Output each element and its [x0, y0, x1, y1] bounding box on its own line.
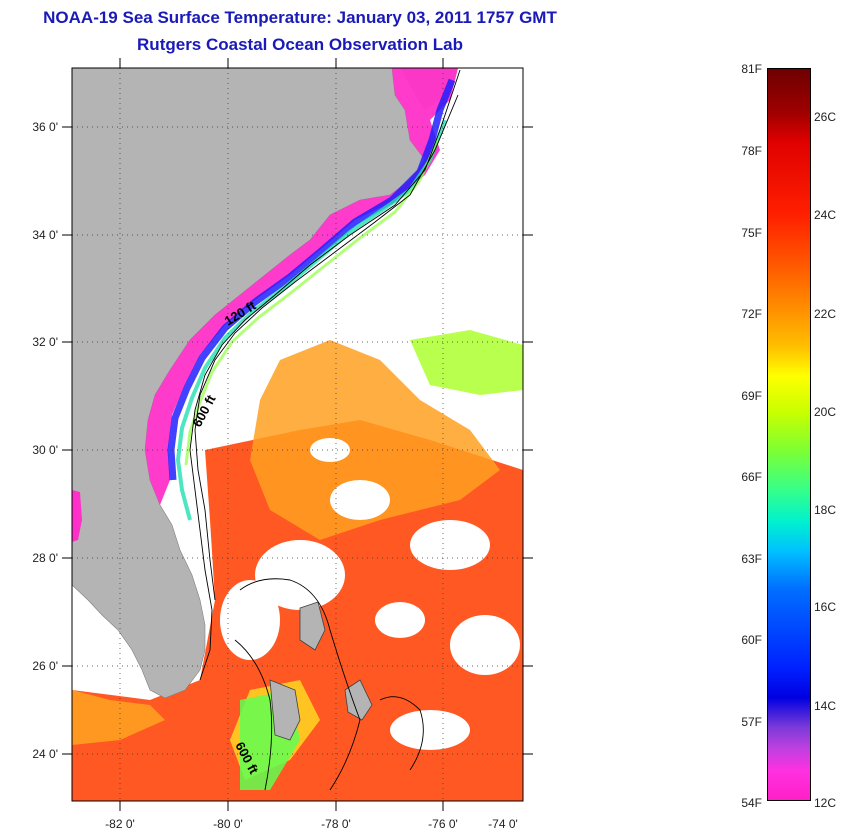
isobath-contours	[189, 69, 461, 791]
colorbar-c-label: 24C	[814, 208, 837, 222]
colorbar-c-label: 26C	[814, 110, 837, 124]
colorbar-c-label: 14C	[814, 699, 837, 713]
lat-label: 32 0'	[32, 335, 58, 349]
colorbar-c-label: 16C	[814, 600, 837, 614]
lon-label: -80 0'	[213, 817, 243, 831]
map-frame	[71, 67, 524, 802]
cold-water-blue-edge	[167, 78, 456, 481]
cuba-coast	[269, 679, 301, 741]
bahamas-bank	[299, 601, 326, 651]
colorbar-f-label: 60F	[741, 633, 762, 647]
yellow-green-water	[410, 330, 523, 395]
temperature-colorbar	[767, 68, 811, 801]
lat-label: 30 0'	[32, 443, 58, 457]
colorbar-c-label: 20C	[814, 405, 837, 419]
graticule	[72, 68, 523, 801]
bahamas-bank-2	[344, 679, 373, 721]
lat-label: 36 0'	[32, 120, 58, 134]
cold-shelf-water	[145, 68, 458, 505]
lon-label: -76 0'	[428, 817, 458, 831]
colorbar-f-label: 69F	[741, 389, 762, 403]
colorbar-f-label: 75F	[741, 226, 762, 240]
shelf-cyan-edge	[175, 119, 447, 521]
florida-bay-warm-water	[72, 690, 165, 745]
colorbar-f-label: 66F	[741, 470, 762, 484]
gulf-stream-warm-water	[72, 420, 523, 801]
colorbar-c-label: 18C	[814, 503, 837, 517]
lon-label: -78 0'	[321, 817, 351, 831]
map-area	[72, 68, 523, 801]
colorbar-f-label: 63F	[741, 552, 762, 566]
colorbar-f-label: 81F	[741, 62, 762, 76]
lat-label: 26 0'	[32, 659, 58, 673]
lon-label: -82 0'	[105, 817, 135, 831]
axis-ticks	[62, 58, 533, 811]
colorbar-f-label: 57F	[741, 715, 762, 729]
orange-water	[250, 340, 500, 540]
colorbar-f-label: 78F	[741, 144, 762, 158]
lon-label: -74 0'	[488, 817, 518, 831]
gulf-coast-cold-water	[72, 490, 82, 542]
map-title: NOAA-19 Sea Surface Temperature: January…	[43, 8, 557, 27]
map-subtitle: Rutgers Coastal Ocean Observation Lab	[137, 35, 463, 54]
colorbar-f-label: 54F	[741, 796, 762, 810]
colorbar-c-label: 22C	[814, 307, 837, 321]
lat-label: 34 0'	[32, 228, 58, 242]
lat-label: 28 0'	[32, 551, 58, 565]
colorbar-f-label: 72F	[741, 307, 762, 321]
colorbar-c-label: 12C	[814, 796, 837, 810]
lat-label: 24 0'	[32, 747, 58, 761]
